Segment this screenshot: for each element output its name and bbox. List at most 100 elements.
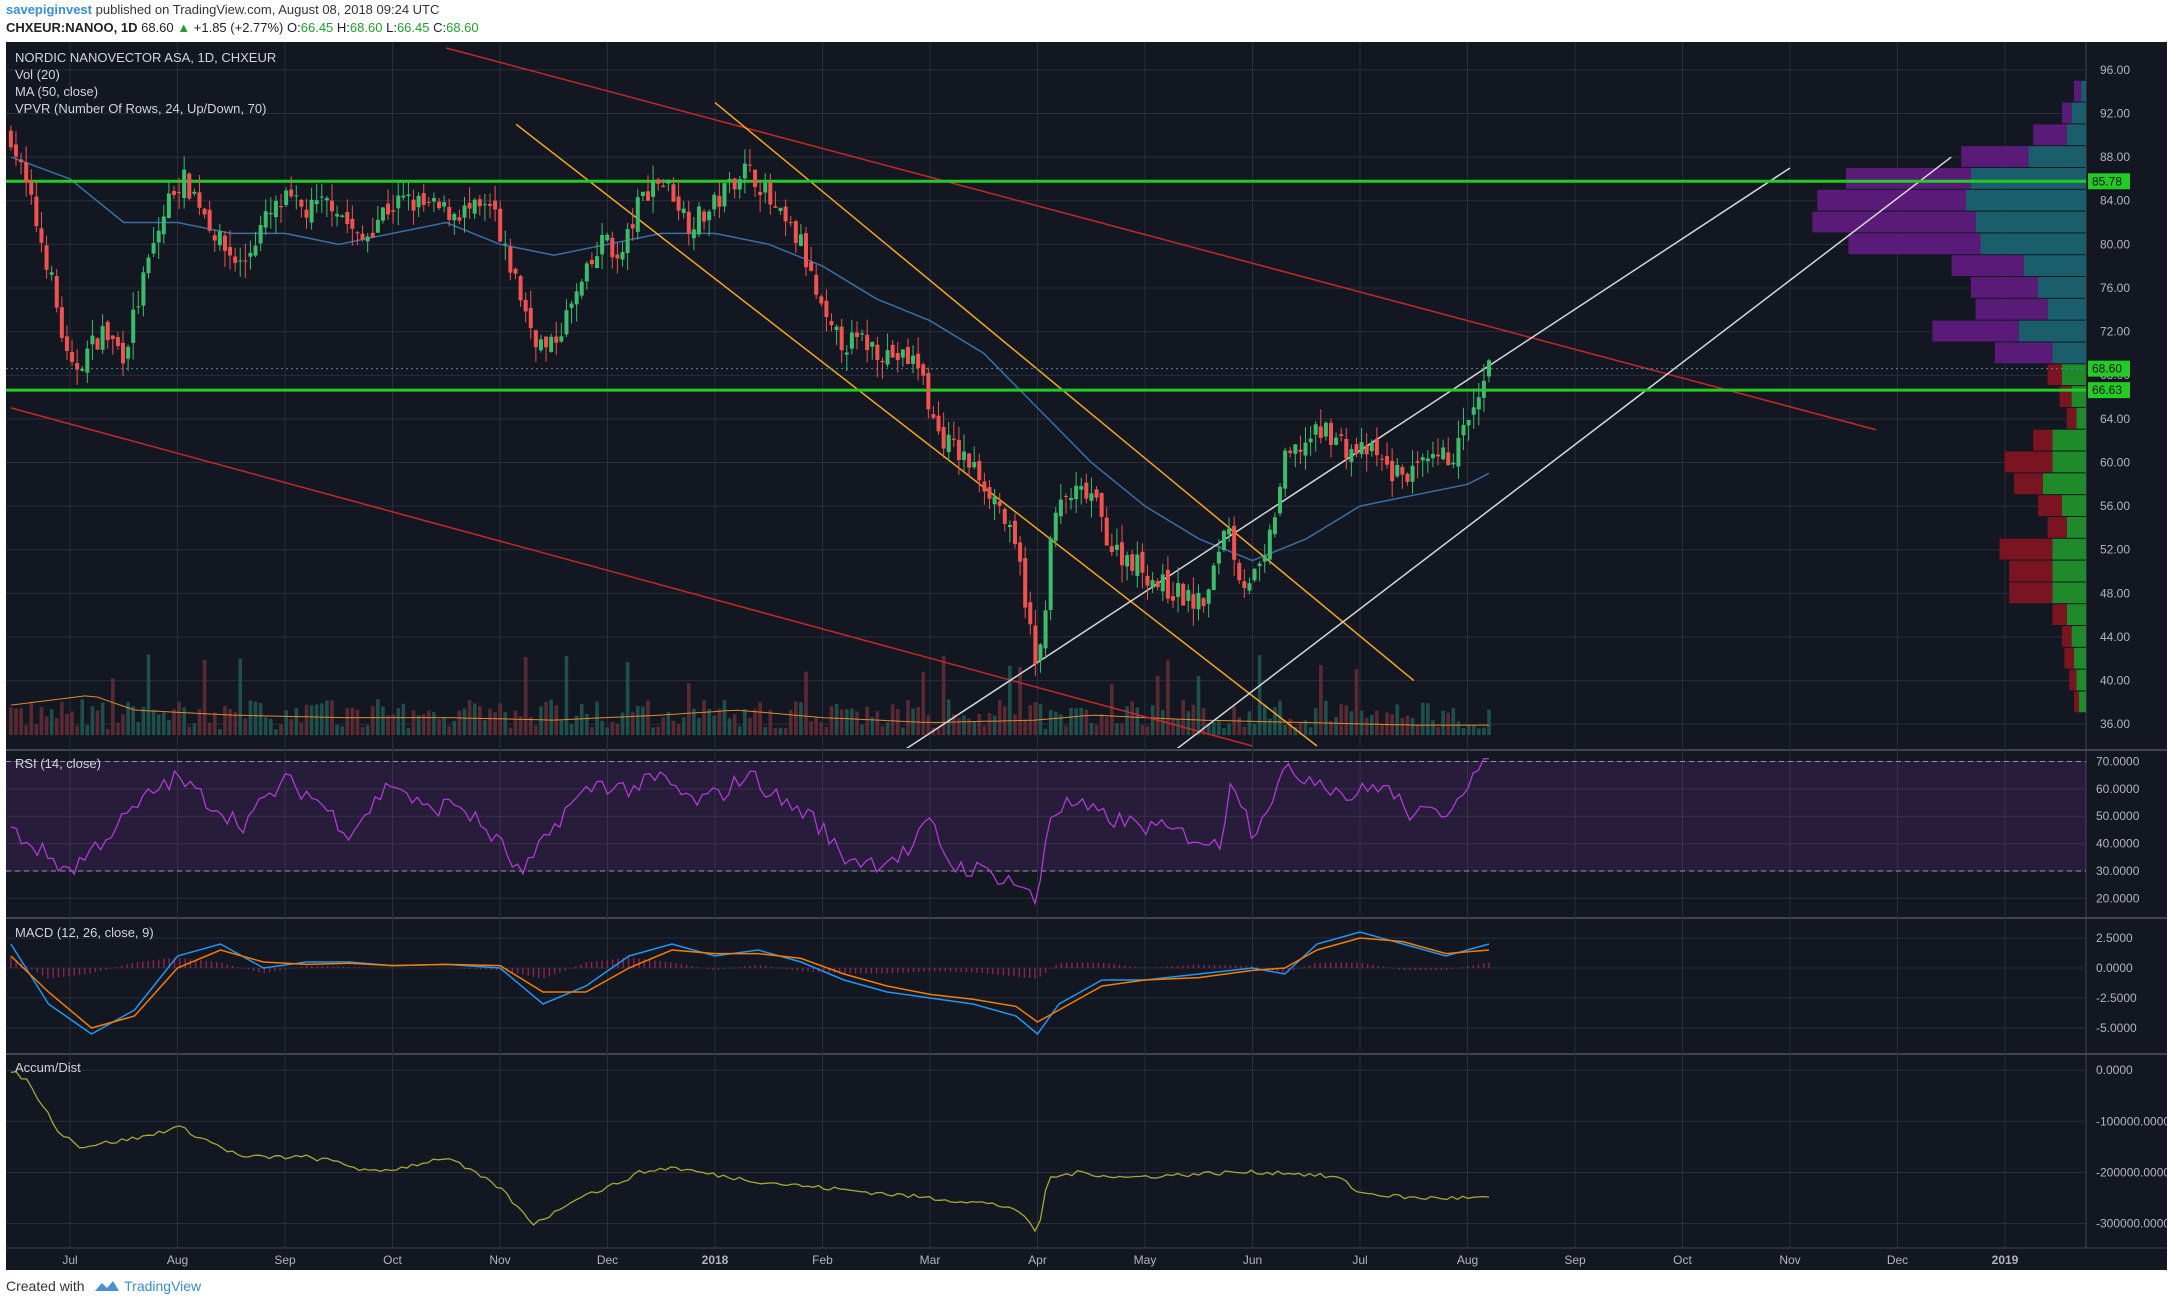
volume-bar (1069, 707, 1073, 736)
candle-body (299, 199, 304, 207)
indicator-panes (6, 758, 2086, 1233)
chart-area[interactable]: Jul Aug Sep Oct Nov Dec 2018 Feb Mar Apr May Jun Jul… (6, 42, 2170, 1270)
volume-bar (483, 719, 487, 736)
vpvr-up-bar (2052, 560, 2086, 582)
x-tick-label: Apr (1028, 1253, 1047, 1267)
volume-bar (982, 725, 987, 736)
volume-bar (1257, 655, 1262, 736)
chart-svg[interactable]: Jul Aug Sep Oct Nov Dec 2018 Feb Mar Apr May Jun Jul… (6, 42, 2170, 1270)
symbol-label: CHXEUR:NANOO, 1D (6, 20, 138, 35)
volume-bar (370, 706, 375, 736)
candle-body (452, 213, 457, 221)
last-price-label: 68.60 (2092, 362, 2122, 376)
candle-body (686, 211, 691, 234)
candle-body (156, 230, 161, 243)
high-value: 68.60 (349, 20, 383, 35)
candle-body (1456, 438, 1461, 467)
candle-body (19, 159, 24, 163)
x-tick-label: Oct (1673, 1253, 1692, 1267)
volume-bar (304, 704, 309, 736)
candle-body (233, 256, 238, 263)
x-tick-label: May (1134, 1253, 1157, 1267)
candle-body (1125, 555, 1130, 567)
price-candles[interactable] (8, 125, 1491, 677)
y-tick-label: -100000.0000 (2096, 1114, 2167, 1128)
volume-bar (396, 708, 401, 736)
candle-body (1487, 360, 1491, 377)
candle-body (737, 179, 742, 190)
volume-bar (1242, 726, 1247, 736)
candle-body (1048, 538, 1053, 610)
y-tick-label: -5.0000 (2096, 1021, 2137, 1035)
candle-body (1364, 445, 1369, 455)
volume-bar (697, 718, 701, 736)
candle-body (600, 234, 605, 255)
vpvr-up-bar (2071, 102, 2086, 124)
candle-body (1114, 544, 1119, 550)
volume-bar (651, 727, 655, 736)
vpvr-up-bar (2028, 146, 2086, 167)
volume-bar (875, 711, 880, 736)
candle-body (651, 181, 656, 197)
volume-bar (1334, 716, 1338, 736)
candle-body (1028, 602, 1033, 625)
candle-body (115, 337, 120, 346)
support-label: 66.63 (2092, 383, 2122, 397)
y-tick-label: 60.0000 (2096, 782, 2140, 796)
volume-bar (564, 656, 569, 736)
candle-body (564, 310, 569, 335)
volume-bar (1288, 718, 1293, 736)
volume-bar (722, 700, 727, 736)
volume-bar (1359, 710, 1364, 736)
vpvr-down-bar (2062, 102, 2072, 124)
volume-bar (14, 708, 18, 736)
volume-bar (1293, 726, 1298, 736)
publish-header: savepiginvest published on TradingView.c… (6, 2, 439, 17)
drawing-lines[interactable] (6, 47, 2086, 790)
candle-body (375, 219, 380, 233)
support-label: 85.78 (2092, 174, 2122, 188)
candle-body (1074, 485, 1079, 500)
candle-body (1257, 563, 1262, 567)
candle-body (279, 206, 284, 208)
tradingview-logo-icon[interactable] (94, 1279, 120, 1293)
vpvr-down-bar (2038, 495, 2062, 516)
candle-body (854, 332, 859, 338)
candle-body (911, 355, 916, 364)
open-value: 66.45 (300, 20, 334, 35)
candle-body (1313, 424, 1318, 435)
low-value: 66.45 (396, 20, 430, 35)
candle-body (329, 200, 334, 212)
accum-dist-line (10, 1071, 1490, 1233)
tradingview-link[interactable]: TradingView (124, 1278, 202, 1294)
candle-body (182, 169, 187, 199)
volume-bar (707, 708, 711, 736)
volume-bar (1201, 708, 1206, 736)
candle-body (447, 206, 452, 220)
candle-body (1262, 555, 1267, 562)
volume-bar (432, 711, 436, 736)
candle-body (1099, 493, 1104, 517)
candle-body (707, 211, 712, 221)
candle-body (340, 215, 345, 217)
volume-bar (1115, 723, 1119, 736)
candle-body (13, 144, 18, 157)
volume-bar (1487, 709, 1491, 736)
volume-bar (1176, 719, 1180, 736)
candle-body (977, 461, 982, 481)
candle-body (518, 276, 523, 301)
volume-bar (839, 709, 844, 736)
volume-bar (921, 671, 926, 736)
author-link[interactable]: savepiginvest (6, 2, 92, 17)
volume-bar (207, 722, 212, 736)
volume-bar (1033, 702, 1038, 736)
candle-body (1145, 575, 1150, 586)
volume-bar (212, 712, 217, 736)
volume-bar (1436, 727, 1440, 736)
y-tick-label: 30.0000 (2096, 864, 2140, 878)
volume-bar (1043, 728, 1048, 736)
y-tick-label: 92.00 (2100, 106, 2130, 120)
vpvr-down-bar (2033, 124, 2067, 146)
volume-bar (335, 724, 339, 736)
volume-bar (488, 708, 492, 736)
